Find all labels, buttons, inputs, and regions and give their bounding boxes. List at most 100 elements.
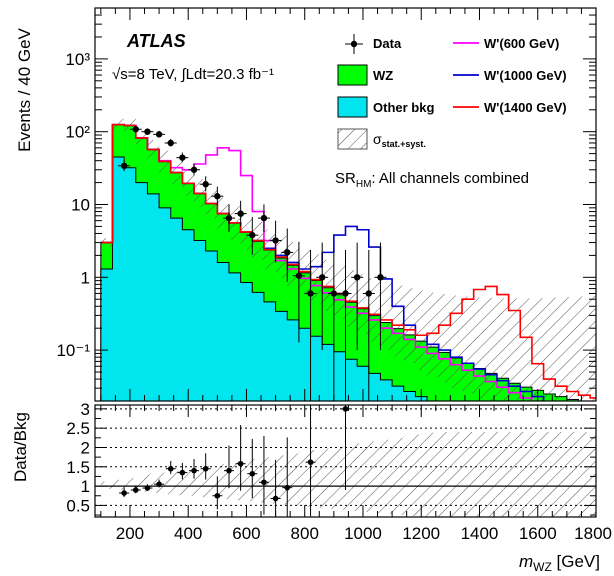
- ratio-y-tick-label: 1: [81, 477, 90, 496]
- legend-label: W'(1000 GeV): [484, 68, 567, 83]
- legend-item-3: W'(1000 GeV): [453, 68, 567, 83]
- y-tick-label: 1: [81, 268, 90, 287]
- legend-item-0: Data: [345, 34, 402, 54]
- region-label-main: SR: [335, 170, 356, 187]
- legend-label: σstat.+syst.: [373, 131, 426, 149]
- data-points: [118, 126, 387, 401]
- ratio-point: [132, 487, 139, 493]
- data-point: [307, 290, 314, 297]
- x-tick-label: 1600: [519, 524, 557, 543]
- uncertainty-band: [100, 118, 596, 401]
- legend-box: [337, 64, 368, 86]
- x-tick-label: 1400: [461, 524, 499, 543]
- signal-2: [100, 123, 596, 399]
- data-point: [249, 231, 256, 239]
- data-point: [330, 290, 338, 297]
- data-point: [190, 166, 198, 173]
- x-tick-label: 400: [174, 524, 202, 543]
- svg-text:SRHM: All channels combined: SRHM: All channels combined: [335, 170, 529, 190]
- ratio-y-tick-label: 1.5: [66, 458, 90, 477]
- ratio-point: [156, 481, 162, 487]
- data-point: [225, 214, 233, 222]
- x-tick-label: 1800: [574, 524, 612, 543]
- region-label-sub: HM: [356, 179, 372, 190]
- stat-syst-band: [100, 118, 596, 401]
- main-axes: 10⁻¹ 1 10 10² 10³: [56, 7, 597, 402]
- atlas-label: ATLAS: [126, 31, 186, 51]
- ratio-y-tick-label: 3: [81, 400, 90, 419]
- legend-label: Data: [373, 36, 402, 51]
- data-point: [284, 249, 291, 256]
- energy-label: √s=8 TeV, ∫Ldt=20.3 fb⁻¹: [112, 66, 274, 83]
- data-point: [202, 181, 209, 188]
- ratio-frame: [94, 404, 597, 518]
- legend-label: W'(600 GeV): [484, 36, 559, 51]
- ratio-point: [202, 465, 209, 472]
- legend-label: W'(1400 GeV): [484, 100, 567, 115]
- data-point: [365, 290, 373, 297]
- region-label: SRHM: All channels combined: [335, 170, 529, 190]
- ratio-point: [261, 479, 267, 486]
- ratio-point: [342, 406, 349, 412]
- data-point: [132, 126, 139, 133]
- ratio-y-tick-label: 0.5: [66, 496, 90, 515]
- x-tick-label: 200: [116, 524, 144, 543]
- data-point: [260, 214, 268, 222]
- ratio-point: [272, 495, 279, 502]
- ratio-point: [284, 484, 291, 491]
- y-tick-label: 10⁻¹: [56, 341, 90, 360]
- legend-label: WZ: [373, 68, 393, 83]
- ratio-uncertainty-band: [100, 432, 596, 517]
- data-point: [237, 210, 244, 217]
- legend-hatch: [337, 128, 368, 150]
- data-point: [295, 272, 303, 279]
- ratio-point: [121, 490, 127, 496]
- legend-item-6: σstat.+syst.: [337, 128, 426, 150]
- ratio-y-axis-title: Data/Bkg: [11, 412, 30, 482]
- data-point: [353, 274, 361, 281]
- data-point: [318, 274, 326, 281]
- data-point: [272, 237, 279, 244]
- x-tick-label: 1000: [344, 524, 382, 543]
- ratio-point: [237, 460, 244, 467]
- legend-item-5: W'(1400 GeV): [453, 100, 567, 115]
- region-label-rest: : All channels combined: [371, 170, 529, 187]
- y-axis-title: Events / 40 GeV: [15, 27, 34, 151]
- y-tick-label: 10: [71, 196, 90, 215]
- legend-item-1: W'(600 GeV): [453, 36, 559, 51]
- legend-item-4: Other bkg: [337, 96, 434, 118]
- ratio-y-tick-label: 2.5: [66, 419, 90, 438]
- data-point: [214, 193, 221, 200]
- ratio-panel: [95, 405, 596, 517]
- data-point: [155, 131, 163, 138]
- legend-label: Other bkg: [373, 100, 434, 115]
- x-tick-label: 1200: [402, 524, 440, 543]
- y-tick-label: 10²: [65, 123, 90, 142]
- legend-marker: [350, 40, 358, 48]
- ratio-points: [119, 405, 351, 517]
- svg-text:mWZ [GeV]: mWZ [GeV]: [519, 552, 600, 574]
- ratio-axes: 0.511.522.53 200 400 600 800 1000 1200 1400 1600…: [66, 400, 612, 543]
- legend-box: [337, 96, 368, 118]
- ratio-point: [214, 492, 221, 499]
- ratio-point: [249, 470, 256, 477]
- x-tick-label: 600: [232, 524, 260, 543]
- signal-0: [100, 123, 533, 401]
- data-point: [377, 274, 384, 281]
- ratio-band: [100, 432, 596, 517]
- legend: Data W'(600 GeV) WZ W'(1000 GeV) Other bkg W'…: [337, 34, 567, 150]
- main-panel: [100, 118, 596, 401]
- data-point: [167, 139, 174, 147]
- data-point: [120, 162, 128, 170]
- data-point: [144, 128, 151, 135]
- ratio-point: [167, 465, 174, 472]
- ratio-point: [226, 467, 232, 474]
- ratio-point: [144, 485, 151, 491]
- data-point: [342, 290, 349, 297]
- x-axis-title: mWZ [GeV]: [519, 552, 600, 574]
- legend-item-2: WZ: [337, 64, 393, 86]
- x-tick-label: 800: [291, 524, 319, 543]
- ratio-point: [179, 469, 186, 476]
- ratio-y-tick-label: 2: [81, 438, 90, 457]
